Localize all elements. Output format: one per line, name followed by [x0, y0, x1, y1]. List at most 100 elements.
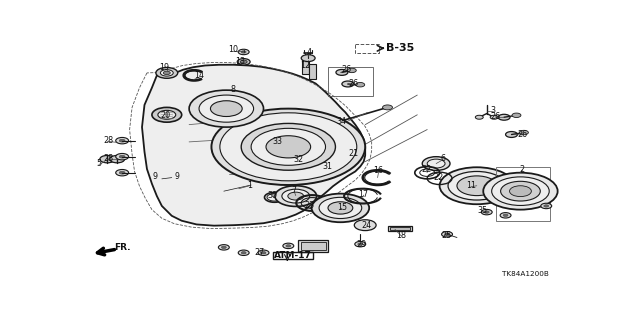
Bar [328, 67, 372, 96]
Circle shape [288, 192, 304, 200]
Circle shape [348, 152, 363, 159]
Circle shape [152, 108, 182, 122]
Circle shape [336, 69, 348, 75]
Circle shape [100, 156, 115, 163]
Bar [495, 166, 550, 221]
Text: 34: 34 [337, 117, 347, 126]
Text: 16: 16 [374, 166, 383, 175]
Text: 5: 5 [96, 159, 101, 168]
Circle shape [445, 233, 449, 236]
Text: 26: 26 [517, 130, 527, 139]
Text: 28: 28 [104, 154, 114, 163]
Circle shape [383, 105, 392, 110]
Text: 26: 26 [342, 65, 352, 75]
Text: FR.: FR. [114, 243, 130, 252]
Circle shape [332, 119, 344, 125]
Circle shape [163, 71, 170, 75]
Circle shape [327, 120, 339, 126]
Circle shape [241, 252, 246, 254]
Circle shape [283, 243, 294, 249]
Circle shape [119, 171, 125, 174]
Circle shape [156, 68, 178, 78]
Text: 17: 17 [358, 190, 369, 199]
Text: 23: 23 [304, 201, 314, 210]
Text: 2: 2 [520, 165, 525, 174]
Text: 25: 25 [441, 230, 451, 240]
Circle shape [241, 51, 246, 53]
Text: 1: 1 [247, 180, 252, 189]
Text: 4: 4 [307, 48, 312, 57]
Circle shape [275, 186, 317, 206]
Circle shape [484, 211, 489, 213]
Circle shape [211, 108, 365, 185]
Bar [355, 44, 379, 53]
Circle shape [356, 83, 365, 87]
Circle shape [266, 136, 310, 158]
Bar [273, 252, 313, 259]
Circle shape [490, 115, 498, 119]
Circle shape [498, 114, 510, 120]
Text: 11: 11 [466, 181, 476, 190]
Circle shape [158, 110, 176, 119]
Bar [309, 64, 316, 79]
Circle shape [428, 159, 445, 168]
Text: 7: 7 [292, 186, 297, 195]
Bar [298, 240, 328, 252]
Circle shape [220, 113, 356, 181]
Circle shape [116, 138, 129, 144]
Circle shape [503, 214, 508, 217]
Bar [390, 227, 410, 230]
Circle shape [440, 167, 514, 204]
Circle shape [161, 70, 173, 76]
Circle shape [119, 155, 125, 158]
Text: 20: 20 [160, 111, 170, 120]
Circle shape [218, 244, 229, 250]
Circle shape [261, 252, 266, 254]
Circle shape [189, 90, 264, 127]
Text: TK84A1200B: TK84A1200B [502, 271, 549, 277]
Circle shape [500, 212, 511, 218]
Circle shape [221, 246, 227, 249]
Text: 33: 33 [273, 137, 282, 146]
Circle shape [241, 124, 335, 170]
Circle shape [492, 177, 549, 205]
Circle shape [448, 172, 506, 200]
Circle shape [286, 245, 291, 247]
Circle shape [240, 60, 247, 64]
Text: 15: 15 [337, 204, 347, 212]
Circle shape [312, 194, 369, 222]
Circle shape [199, 95, 253, 122]
Text: 12: 12 [301, 61, 311, 70]
Text: 3: 3 [490, 106, 495, 115]
Circle shape [119, 139, 125, 142]
Text: 14: 14 [194, 71, 204, 80]
Text: 21: 21 [349, 149, 359, 158]
Circle shape [238, 49, 249, 55]
Circle shape [110, 156, 125, 163]
Circle shape [319, 197, 362, 219]
Bar [301, 242, 326, 250]
Bar [388, 226, 412, 231]
Text: 32: 32 [293, 155, 303, 164]
Polygon shape [142, 65, 365, 226]
Circle shape [541, 203, 552, 209]
Bar [302, 59, 308, 74]
Circle shape [342, 81, 354, 87]
Circle shape [355, 241, 365, 247]
Circle shape [258, 250, 269, 255]
Text: 9: 9 [153, 172, 158, 181]
Text: 31: 31 [322, 162, 332, 171]
Text: 22: 22 [433, 173, 444, 182]
Text: 30: 30 [268, 191, 278, 200]
Text: 6: 6 [440, 154, 445, 163]
Text: 9: 9 [174, 172, 179, 181]
Text: 27: 27 [255, 248, 265, 257]
Circle shape [251, 128, 326, 165]
Text: 24: 24 [362, 221, 372, 230]
Circle shape [520, 130, 529, 135]
Circle shape [116, 170, 129, 176]
Circle shape [211, 101, 242, 116]
Circle shape [358, 243, 363, 245]
Circle shape [237, 59, 250, 65]
Circle shape [301, 55, 315, 61]
